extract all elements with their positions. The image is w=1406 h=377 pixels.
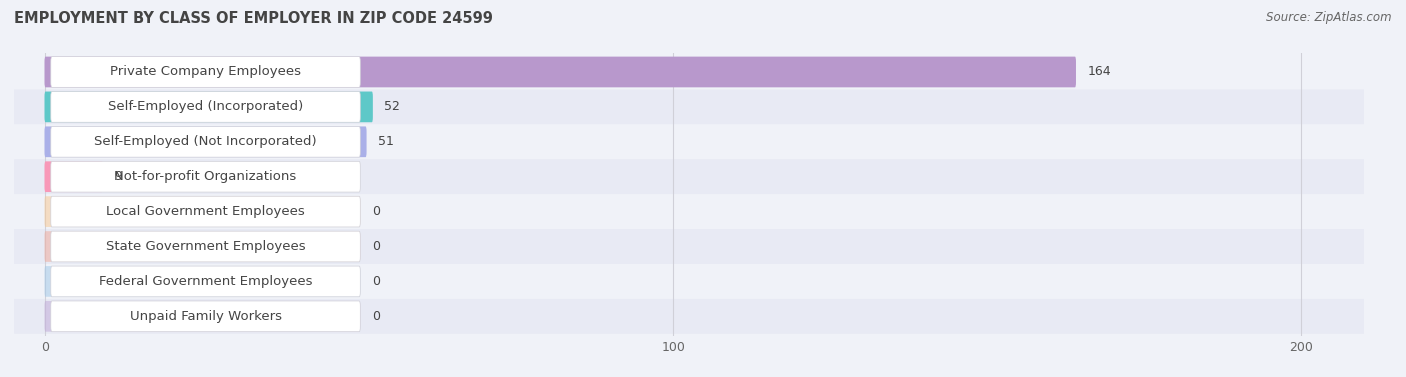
FancyBboxPatch shape <box>45 126 367 157</box>
FancyBboxPatch shape <box>14 55 1395 89</box>
Text: 0: 0 <box>373 310 380 323</box>
Text: 9: 9 <box>114 170 122 183</box>
Text: 0: 0 <box>373 240 380 253</box>
FancyBboxPatch shape <box>51 92 360 122</box>
FancyBboxPatch shape <box>45 266 360 297</box>
FancyBboxPatch shape <box>51 161 360 192</box>
FancyBboxPatch shape <box>45 57 1076 87</box>
Text: Federal Government Employees: Federal Government Employees <box>98 275 312 288</box>
FancyBboxPatch shape <box>14 299 1395 334</box>
FancyBboxPatch shape <box>45 161 103 192</box>
Text: Local Government Employees: Local Government Employees <box>107 205 305 218</box>
FancyBboxPatch shape <box>51 126 360 157</box>
Text: 51: 51 <box>378 135 394 148</box>
FancyBboxPatch shape <box>45 196 360 227</box>
Text: Source: ZipAtlas.com: Source: ZipAtlas.com <box>1267 11 1392 24</box>
Text: Private Company Employees: Private Company Employees <box>110 66 301 78</box>
FancyBboxPatch shape <box>51 231 360 262</box>
FancyBboxPatch shape <box>14 124 1395 159</box>
Text: Not-for-profit Organizations: Not-for-profit Organizations <box>114 170 297 183</box>
FancyBboxPatch shape <box>45 301 360 332</box>
FancyBboxPatch shape <box>45 231 360 262</box>
FancyBboxPatch shape <box>51 266 360 297</box>
Text: State Government Employees: State Government Employees <box>105 240 305 253</box>
FancyBboxPatch shape <box>14 229 1395 264</box>
Text: 164: 164 <box>1088 66 1111 78</box>
FancyBboxPatch shape <box>14 194 1395 229</box>
FancyBboxPatch shape <box>51 301 360 332</box>
Text: Self-Employed (Not Incorporated): Self-Employed (Not Incorporated) <box>94 135 316 148</box>
FancyBboxPatch shape <box>14 89 1395 124</box>
FancyBboxPatch shape <box>51 196 360 227</box>
Text: EMPLOYMENT BY CLASS OF EMPLOYER IN ZIP CODE 24599: EMPLOYMENT BY CLASS OF EMPLOYER IN ZIP C… <box>14 11 494 26</box>
FancyBboxPatch shape <box>14 264 1395 299</box>
FancyBboxPatch shape <box>45 92 373 122</box>
Text: 0: 0 <box>373 275 380 288</box>
Text: Self-Employed (Incorporated): Self-Employed (Incorporated) <box>108 100 304 113</box>
Text: 0: 0 <box>373 205 380 218</box>
FancyBboxPatch shape <box>51 57 360 87</box>
Text: Unpaid Family Workers: Unpaid Family Workers <box>129 310 281 323</box>
FancyBboxPatch shape <box>14 159 1395 194</box>
Text: 52: 52 <box>384 100 401 113</box>
